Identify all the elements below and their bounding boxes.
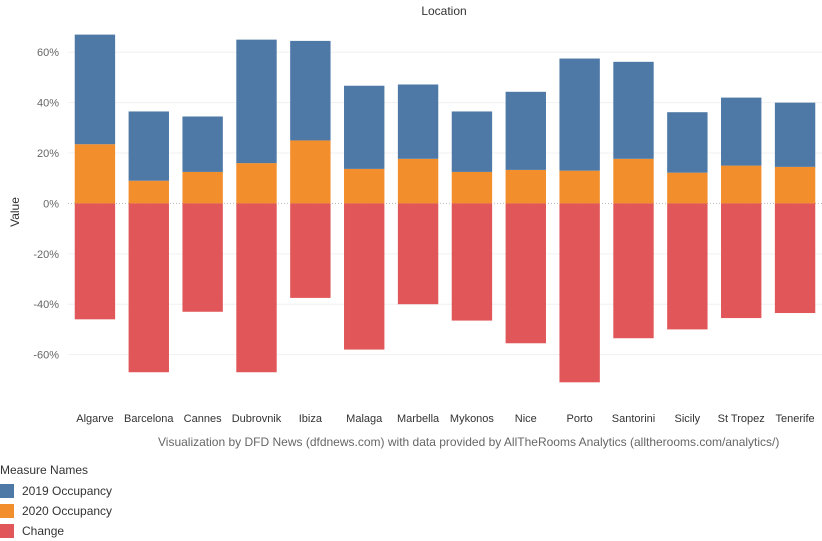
- bar-2020-occupancy[interactable]: [344, 168, 385, 204]
- legend-item-change[interactable]: Change: [0, 521, 112, 541]
- bar-2020-occupancy[interactable]: [451, 171, 493, 204]
- bar-change[interactable]: [128, 203, 169, 373]
- legend-swatch: [0, 484, 14, 498]
- bar-2020-occupancy[interactable]: [613, 158, 654, 204]
- bar-2020-occupancy[interactable]: [721, 165, 762, 204]
- y-tick-label: -60%: [33, 350, 59, 362]
- x-axis: Algarve Barcelona Cannes Dubrovnik Ibiza Mala…: [76, 413, 814, 425]
- x-category-label: Malaga: [346, 413, 383, 425]
- bar-2019-occupancy[interactable]: [774, 102, 816, 167]
- bar-2019-occupancy[interactable]: [559, 58, 600, 171]
- legend-swatch: [0, 504, 14, 518]
- bar-2020-occupancy[interactable]: [236, 163, 277, 204]
- bar-change[interactable]: [74, 203, 116, 320]
- bar-change[interactable]: [774, 203, 816, 314]
- x-category-label: Dubrovnik: [232, 413, 282, 425]
- bar-change[interactable]: [451, 203, 493, 321]
- legend-item-2019-occupancy[interactable]: 2019 Occupancy: [0, 481, 112, 501]
- bar-2020-occupancy[interactable]: [290, 140, 331, 204]
- y-tick-label: 20%: [37, 148, 59, 160]
- legend-label: 2019 Occupancy: [22, 484, 113, 498]
- bar-change[interactable]: [559, 203, 600, 383]
- bar-change[interactable]: [667, 203, 708, 330]
- bar-2019-occupancy[interactable]: [613, 61, 654, 159]
- bar-2019-occupancy[interactable]: [74, 34, 116, 145]
- bar-change[interactable]: [236, 203, 277, 373]
- x-category-label: Sicily: [675, 413, 701, 425]
- x-category-label: Tenerife: [776, 413, 815, 425]
- bar-2020-occupancy[interactable]: [128, 180, 169, 204]
- x-category-label: Marbella: [397, 413, 440, 425]
- bar-chart: Location 60% 40% 20% 0% -20% -40% -60% Value A…: [8, 4, 822, 425]
- x-category-label: Algarve: [76, 413, 113, 425]
- bar-2020-occupancy[interactable]: [774, 166, 816, 204]
- bar-2019-occupancy[interactable]: [344, 85, 385, 169]
- legend-swatch: [0, 524, 14, 538]
- bar-2019-occupancy[interactable]: [451, 111, 493, 172]
- bar-2020-occupancy[interactable]: [559, 170, 600, 204]
- legend-title: Measure Names: [0, 463, 89, 477]
- bar-change[interactable]: [721, 203, 762, 319]
- bar-change[interactable]: [290, 203, 331, 298]
- bar-change[interactable]: [182, 203, 223, 312]
- bar-2019-occupancy[interactable]: [182, 116, 223, 172]
- y-tick-label: 40%: [37, 98, 59, 110]
- bar-change[interactable]: [344, 203, 385, 350]
- bar-2020-occupancy[interactable]: [397, 158, 439, 204]
- y-tick-label: 0%: [43, 198, 59, 210]
- x-category-label: Santorini: [612, 413, 655, 425]
- chart-caption: Visualization by DFD News (dfdnews.com) …: [158, 435, 780, 449]
- bar-2019-occupancy[interactable]: [667, 112, 708, 173]
- bar-2019-occupancy[interactable]: [236, 39, 277, 164]
- bar-2020-occupancy[interactable]: [667, 172, 708, 204]
- bar-change[interactable]: [505, 203, 546, 344]
- bar-change[interactable]: [613, 203, 654, 339]
- y-tick-label: -20%: [33, 249, 59, 261]
- y-axis-title: Value: [8, 197, 22, 227]
- y-tick-label: 60%: [37, 47, 59, 59]
- bar-2020-occupancy[interactable]: [74, 144, 116, 204]
- legend-item-2020-occupancy[interactable]: 2020 Occupancy: [0, 501, 112, 521]
- bars: [74, 34, 816, 383]
- chart-title: Location: [421, 4, 466, 18]
- legend: Measure Names 2019 Occupancy 2020 Occupa…: [0, 463, 112, 541]
- legend-label: 2020 Occupancy: [22, 504, 113, 518]
- x-category-label: Cannes: [184, 413, 222, 425]
- x-category-label: Ibiza: [299, 413, 323, 425]
- bar-2019-occupancy[interactable]: [290, 40, 331, 141]
- bar-2019-occupancy[interactable]: [505, 91, 546, 170]
- gridlines: [68, 51, 822, 356]
- bar-2020-occupancy[interactable]: [182, 171, 223, 204]
- x-category-label: St Tropez: [718, 413, 765, 425]
- bar-change[interactable]: [397, 203, 439, 305]
- bar-2019-occupancy[interactable]: [397, 84, 439, 159]
- x-category-label: Mykonos: [450, 413, 495, 425]
- legend-label: Change: [22, 524, 65, 538]
- x-category-label: Porto: [566, 413, 592, 425]
- x-category-label: Barcelona: [124, 413, 174, 425]
- y-axis: 60% 40% 20% 0% -20% -40% -60%: [33, 47, 59, 361]
- bar-2019-occupancy[interactable]: [128, 111, 169, 181]
- y-tick-label: -40%: [33, 299, 59, 311]
- bar-2020-occupancy[interactable]: [505, 169, 546, 204]
- bar-2019-occupancy[interactable]: [721, 97, 762, 166]
- x-category-label: Nice: [515, 413, 537, 425]
